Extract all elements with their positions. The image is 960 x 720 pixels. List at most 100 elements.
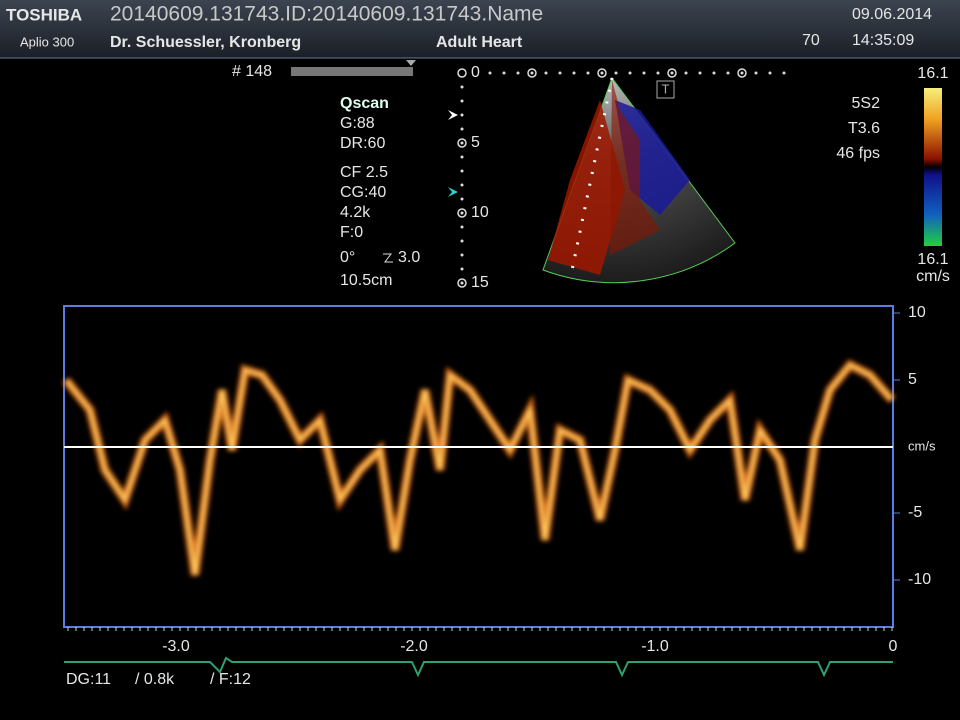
top-dots bbox=[488, 68, 786, 78]
depth-dot bbox=[460, 253, 464, 257]
top-dot bbox=[726, 71, 730, 75]
top-dot bbox=[628, 71, 632, 75]
top-marker bbox=[527, 68, 537, 78]
index: 70 bbox=[802, 32, 820, 49]
top-dot bbox=[670, 71, 674, 75]
footer-gain: DG:11 bbox=[66, 671, 111, 688]
parameters: Qscan G:88 DR:60 CF 2.5 CG:40 4.2k F:0 0° 3.0 10.… bbox=[340, 95, 420, 289]
depth-dot bbox=[460, 225, 464, 229]
top-dot bbox=[530, 71, 534, 75]
probe-info: T3.6 bbox=[848, 120, 880, 137]
color-flow-red bbox=[610, 80, 660, 255]
depth-marker bbox=[457, 278, 467, 288]
spectral-trace bbox=[62, 359, 896, 576]
depth-dot bbox=[460, 281, 464, 285]
operator: Dr. Schuessler, Kronberg bbox=[110, 34, 301, 51]
footer-prf: / 0.8k bbox=[135, 671, 175, 688]
angle-icon bbox=[383, 253, 393, 263]
color-bar-unit: cm/s bbox=[916, 268, 950, 285]
t-icon bbox=[656, 80, 675, 99]
parameter: 0° bbox=[340, 249, 355, 266]
top-dot bbox=[782, 71, 786, 75]
depth-marker bbox=[457, 68, 467, 78]
depth-dot bbox=[460, 169, 464, 173]
depth-marker bbox=[457, 138, 467, 148]
parameter: 10.5cm bbox=[340, 272, 392, 289]
depth-dot bbox=[460, 267, 464, 271]
depth-marker bbox=[457, 208, 467, 218]
top-dot bbox=[572, 71, 576, 75]
color-flow-red bbox=[548, 100, 625, 275]
velocity-label: 5 bbox=[908, 371, 917, 388]
top-dot bbox=[586, 71, 590, 75]
top-dot bbox=[698, 71, 702, 75]
depth-label: 15 bbox=[471, 274, 489, 291]
cine-marker bbox=[406, 60, 416, 66]
color-bar-top: 16.1 bbox=[917, 65, 948, 82]
parameter: 4.2k bbox=[340, 204, 371, 221]
model: Aplio 300 bbox=[20, 34, 74, 49]
cine-bar bbox=[291, 67, 413, 76]
top-dot bbox=[614, 71, 618, 75]
depth-label: 0 bbox=[471, 64, 480, 81]
parameter: 3.0 bbox=[398, 249, 420, 266]
depth-dot bbox=[460, 155, 464, 159]
color-marker bbox=[448, 187, 458, 197]
velocity-label: -10 bbox=[908, 571, 931, 588]
top-dot bbox=[740, 71, 744, 75]
depth-dot bbox=[460, 239, 464, 243]
top-dot bbox=[754, 71, 758, 75]
doppler-frame bbox=[63, 305, 894, 628]
top-dot bbox=[502, 71, 506, 75]
time-label: -1.0 bbox=[641, 638, 669, 655]
probe-info: 5S2 bbox=[852, 95, 881, 112]
top-dot bbox=[656, 71, 660, 75]
time-label: -2.0 bbox=[400, 638, 428, 655]
depth-dot bbox=[460, 211, 464, 215]
date: 09.06.2014 bbox=[852, 6, 932, 23]
top-dot bbox=[642, 71, 646, 75]
top-marker bbox=[667, 68, 677, 78]
depth-label: 10 bbox=[471, 204, 489, 221]
depth-dot bbox=[460, 127, 464, 131]
header-bar bbox=[0, 0, 960, 58]
top-marker bbox=[597, 68, 607, 78]
parameter: F:0 bbox=[340, 224, 363, 241]
depth-dot bbox=[460, 141, 464, 145]
probe-info: 46 fps bbox=[836, 145, 880, 162]
depth-dot bbox=[460, 183, 464, 187]
depth-label: 5 bbox=[471, 134, 480, 151]
top-dot bbox=[488, 71, 492, 75]
brand: TOSHIBA bbox=[6, 5, 82, 24]
depth-dot bbox=[460, 99, 464, 103]
color-bar bbox=[924, 88, 942, 246]
time-label: 0 bbox=[889, 638, 898, 655]
footer-filter: / F:12 bbox=[210, 671, 251, 688]
top-dot bbox=[600, 71, 604, 75]
doppler-axes: 10 5 cm/s -5 -10 -3.0 -2.0 -1.0 0 bbox=[67, 304, 936, 655]
study-id: 20140609.131743.ID:20140609.131743.Name bbox=[110, 3, 543, 26]
parameter: Qscan bbox=[340, 95, 389, 112]
parameter: DR:60 bbox=[340, 135, 385, 152]
probe-info: 5S2 T3.6 46 fps bbox=[836, 95, 880, 162]
top-dot bbox=[516, 71, 520, 75]
time-label: -3.0 bbox=[162, 638, 190, 655]
focus-marker bbox=[448, 110, 458, 120]
depth-dot bbox=[460, 197, 464, 201]
depth-dot bbox=[460, 85, 464, 89]
top-dot bbox=[544, 71, 548, 75]
parameter: G:88 bbox=[340, 115, 375, 132]
velocity-label: -5 bbox=[908, 504, 922, 521]
depth-dot bbox=[460, 113, 464, 117]
top-dot bbox=[768, 71, 772, 75]
ecg-trace bbox=[64, 656, 893, 678]
top-dot bbox=[684, 71, 688, 75]
velocity-label: cm/s bbox=[908, 438, 936, 453]
depth-scale: 0 5 10 15 bbox=[457, 64, 489, 291]
top-marker bbox=[737, 68, 747, 78]
preset: Adult Heart bbox=[436, 34, 523, 51]
parameter: CF 2.5 bbox=[340, 164, 388, 181]
frame-number: # 148 bbox=[232, 63, 272, 80]
top-dot bbox=[558, 71, 562, 75]
